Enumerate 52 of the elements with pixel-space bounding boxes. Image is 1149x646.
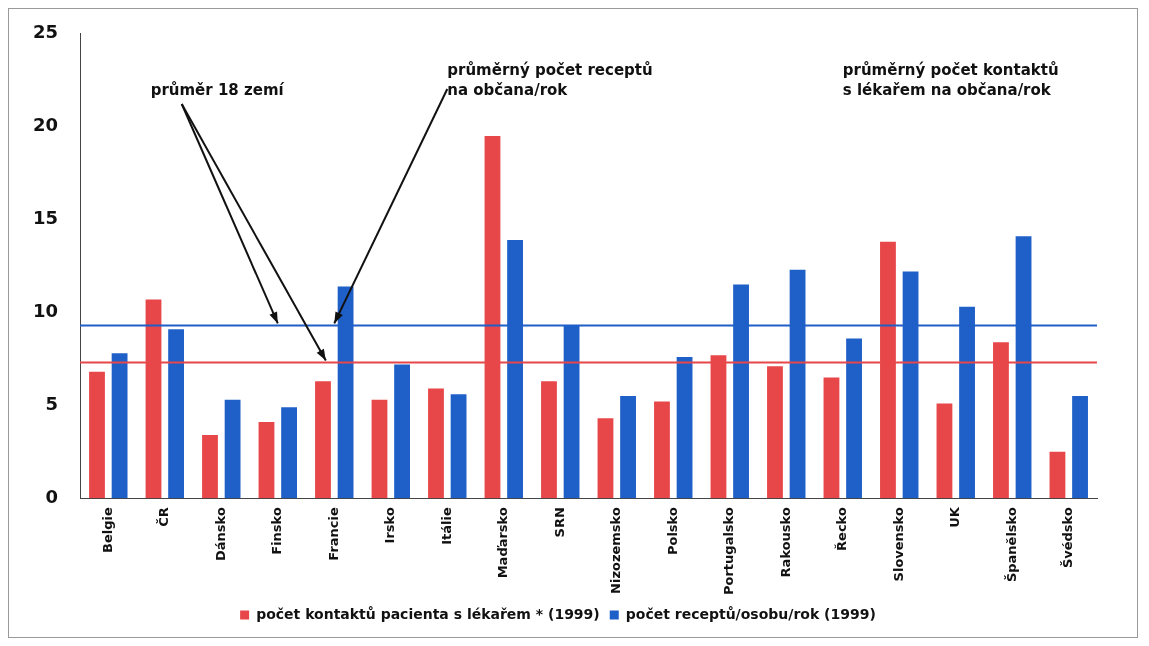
bar [676,357,693,499]
y-tick-label: 20 [32,114,59,136]
x-tick-label: Maďarsko [495,507,511,579]
x-tick-label: Španělsko [1003,507,1019,583]
x-tick-label: ČR [156,507,172,527]
x-tick-label: Švédsko [1060,507,1076,569]
bar [846,338,862,499]
y-tick-label: 15 [32,207,59,229]
annotation: průměrný počet receptů na občana/rok [447,61,653,100]
annotation: průměr 18 zemí [150,81,285,100]
x-tick-label: Nizozemsko [608,507,624,594]
bar [654,401,670,499]
bar [597,418,614,499]
bar [1072,396,1088,499]
annotation: průměrný počet kontaktů s lékařem na občana/rok [842,61,1059,100]
y-tick-label: 0 [45,485,59,507]
x-tick-label: Belgie [99,506,115,553]
bar [315,381,331,499]
x-tick-label: UK [947,506,963,528]
x-tick-label: Polsko [664,507,680,556]
bar [89,371,105,499]
x-tick-label: Irsko [382,507,398,544]
y-tick-label: 10 [32,300,59,322]
bar [258,422,275,499]
bar [767,366,783,499]
bar [394,364,410,499]
y-tick-label: 5 [45,392,59,414]
x-tick-label: Dánsko [212,507,228,561]
x-tick-label: Řecko [834,507,850,551]
legend-label: počet kontaktů pacienta s lékařem * (1999) [256,605,600,622]
x-tick-label: Slovensko [890,507,906,582]
bar [428,388,444,499]
bar [620,396,636,499]
x-tick-label: Itálie [438,506,454,545]
legend-label: počet receptů/osobu/rok (1999) [625,605,876,622]
bar [202,435,218,499]
x-tick-label: Francie [325,506,341,561]
bar [111,353,128,499]
bar [936,403,953,499]
bar [281,407,297,499]
y-tick-label: 25 [32,21,59,43]
bar [371,399,388,499]
x-tick-label: Rakousko [777,507,793,578]
x-tick-label: Finsko [269,507,285,555]
x-tick-label: Portugalsko [721,507,737,595]
bar [450,394,467,499]
x-tick-label: SRN [551,507,567,538]
bar [168,329,184,499]
bar [1049,451,1066,499]
bar [823,377,840,499]
bar [541,381,557,499]
bar [224,399,241,499]
